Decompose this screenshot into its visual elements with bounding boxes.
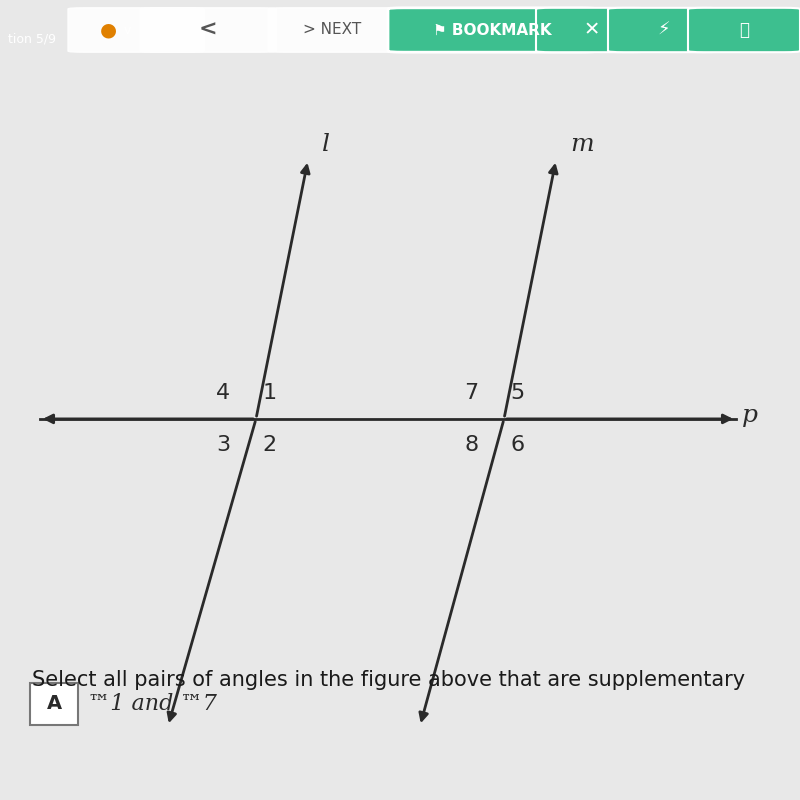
Text: 8: 8 [464, 435, 478, 455]
Text: 6: 6 [510, 435, 525, 455]
Text: l: l [322, 134, 330, 156]
FancyBboxPatch shape [268, 8, 404, 52]
Text: 3: 3 [216, 435, 230, 455]
FancyBboxPatch shape [140, 8, 276, 52]
FancyBboxPatch shape [688, 8, 800, 52]
Text: 5: 5 [510, 382, 525, 402]
Text: v: v [124, 23, 131, 37]
Text: tion 5/9: tion 5/9 [8, 33, 56, 46]
Text: ⚑ BOOKMARK: ⚑ BOOKMARK [433, 22, 551, 38]
Text: 4: 4 [216, 382, 230, 402]
FancyBboxPatch shape [30, 683, 78, 725]
Text: ●: ● [99, 21, 117, 39]
Text: ™1 and ™7: ™1 and ™7 [88, 693, 217, 715]
Text: p: p [742, 404, 758, 426]
Text: <: < [198, 20, 218, 40]
Text: 7: 7 [464, 382, 478, 402]
Text: > NEXT: > NEXT [303, 22, 361, 38]
Text: 1: 1 [262, 382, 277, 402]
Text: Select all pairs of angles in the figure above that are supplementary: Select all pairs of angles in the figure… [32, 670, 745, 690]
Text: ✕: ✕ [584, 21, 600, 39]
FancyBboxPatch shape [536, 8, 648, 52]
Text: A: A [46, 694, 62, 714]
Text: 2: 2 [262, 435, 277, 455]
FancyBboxPatch shape [608, 8, 720, 52]
FancyBboxPatch shape [68, 8, 204, 52]
Text: 🔍: 🔍 [739, 21, 749, 39]
FancyBboxPatch shape [388, 8, 596, 52]
Text: m: m [570, 134, 594, 156]
Text: ⚡: ⚡ [658, 21, 670, 39]
